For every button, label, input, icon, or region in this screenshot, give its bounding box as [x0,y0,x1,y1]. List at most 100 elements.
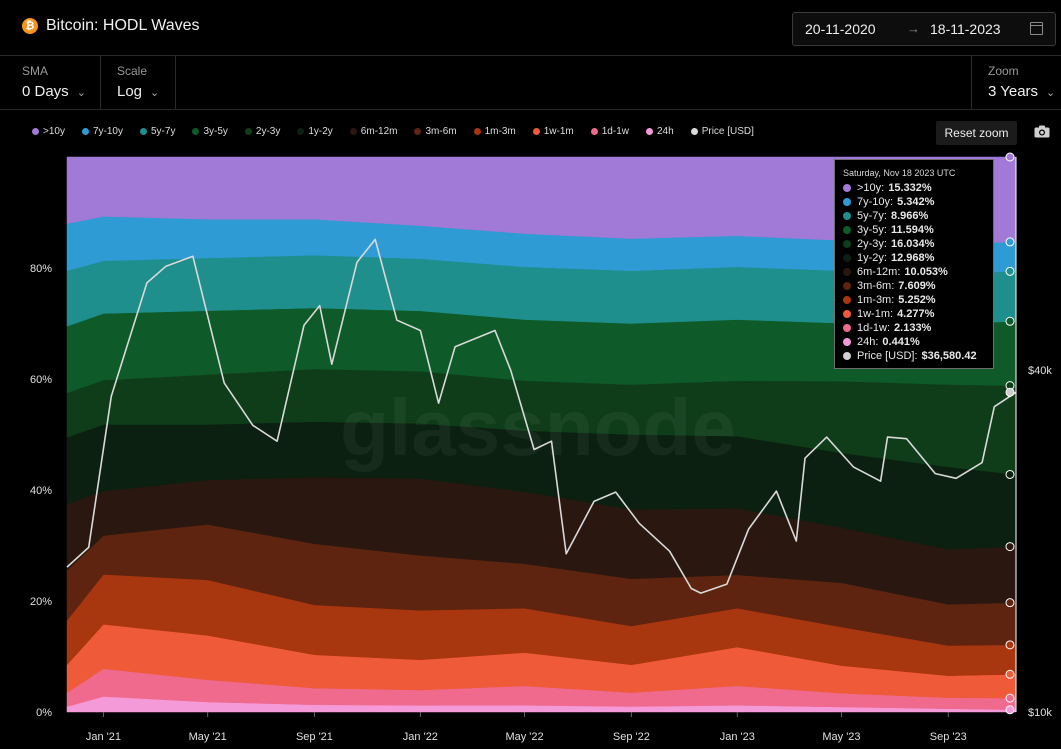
legend-dot-icon [532,128,540,135]
legend-dot-icon [690,128,698,135]
scale-label: Scale [117,64,148,78]
series-marker [1005,542,1015,552]
arrow-right-icon: → [907,21,920,36]
legend-item[interactable]: 7y-10y [81,126,123,137]
tooltip-series-name: 3m-6m: [857,280,895,292]
tooltip-series-name: 6m-12m: [857,266,901,278]
tooltip-dot-icon [843,198,851,206]
zoom-label: Zoom [988,64,1019,78]
x-tick-label: Sep '23 [930,731,967,743]
y2-tick-label: $40k [1028,365,1052,377]
tooltip-header: Saturday, Nov 18 2023 UTC [843,168,956,178]
legend-label: 1d-1w [601,126,629,137]
reset-zoom-button[interactable]: Reset zoom [936,121,1017,145]
tooltip-row: Price [USD]: $36,580.42 [843,349,993,363]
series-marker [1005,669,1015,679]
tooltip-series-value: 5.252% [898,294,936,306]
tooltip-dot-icon [843,268,851,276]
legend-label: 1m-3m [484,126,516,137]
legend-label: 24h [657,126,674,137]
x-tick-label: Jan '21 [86,731,121,743]
legend-label: 3m-6m [425,126,457,137]
date-from-field[interactable]: 20-11-2020 [805,21,876,37]
tooltip-dot-icon [843,296,851,304]
legend-item[interactable]: Price [USD] [690,126,754,137]
date-to-field[interactable]: 18-11-2023 [930,21,1001,37]
tooltip-series-value: 11.594% [890,224,934,236]
sma-select[interactable]: SMA 0 Days ⌄ [22,55,100,109]
tooltip-series-name: Price [USD]: [857,350,918,362]
y-tick-label: 80% [30,263,52,275]
divider [100,55,101,109]
legend-dot-icon [81,128,89,135]
legend-item[interactable]: 24h [646,126,674,137]
tooltip-series-name: >10y: [857,182,885,194]
bitcoin-icon: ₿ [22,18,38,34]
tooltip-dot-icon [843,310,851,318]
legend-label: 5y-7y [150,126,176,137]
y-tick-label: 40% [30,485,52,497]
legend-item[interactable]: 3m-6m [414,126,457,137]
legend-dot-icon [192,128,200,135]
tooltip-dot-icon [843,324,851,332]
zoom-value[interactable]: 3 Years ⌄ [988,83,1056,100]
legend-item[interactable]: 1w-1m [532,126,574,137]
x-tick-label: May '21 [189,731,227,743]
tooltip-row: 24h: 0.441% [843,335,993,349]
x-tick-label: May '23 [822,731,860,743]
calendar-icon[interactable] [1030,22,1043,35]
camera-icon[interactable] [1034,125,1050,138]
x-tick-label: Jan '22 [403,731,438,743]
legend-item[interactable]: 1m-3m [473,126,516,137]
legend-dot-icon [473,128,481,135]
legend-item[interactable]: 1y-2y [297,126,333,137]
tooltip-dot-icon [843,240,851,248]
series-marker [1005,693,1015,703]
legend-label: 6m-12m [360,126,398,137]
x-tick-label: Sep '22 [613,731,650,743]
tooltip-row: 5y-7y: 8.966% [843,209,993,223]
scale-select[interactable]: Scale Log ⌄ [117,55,175,109]
tooltip-dot-icon [843,254,851,262]
legend-label: 1y-2y [308,126,333,137]
tooltip-row: 1y-2y: 12.968% [843,251,993,265]
tooltip-series-value: 7.609% [898,280,936,292]
chart-tooltip: Saturday, Nov 18 2023 UTC >10y: 15.332% 7y… [834,159,994,369]
legend-item[interactable]: 1d-1w [590,126,629,137]
tooltip-dot-icon [843,226,851,234]
tooltip-series-name: 3y-5y: [857,224,887,236]
scale-value[interactable]: Log ⌄ [117,83,160,100]
legend-dot-icon [590,128,598,135]
legend-label: >10y [43,126,65,137]
sma-value[interactable]: 0 Days ⌄ [22,83,86,100]
legend-item[interactable]: 2y-3y [244,126,280,137]
legend-dot-icon [349,128,357,135]
legend-item[interactable]: 3y-5y [192,126,228,137]
series-marker [1005,237,1015,247]
series-marker [1005,640,1015,650]
date-range-picker[interactable]: 20-11-2020 → 18-11-2023 [792,12,1056,46]
tooltip-row: 6m-12m: 10.053% [843,265,993,279]
y-tick-label: 60% [30,374,52,386]
legend-item[interactable]: 5y-7y [139,126,176,137]
tooltip-series-name: 1y-2y: [857,252,887,264]
legend-item[interactable]: >10y [32,126,65,137]
sma-label: SMA [22,64,49,78]
zoom-select[interactable]: Zoom 3 Years ⌄ [988,55,1060,109]
tooltip-row: 1d-1w: 2.133% [843,321,993,335]
tooltip-row: 1w-1m: 4.277% [843,307,993,321]
legend-label: 7y-10y [92,126,123,137]
series-marker [1005,152,1015,162]
series-marker [1005,598,1015,608]
y-tick-label: 20% [30,596,52,608]
tooltip-series-value: 2.133% [894,322,932,334]
chevron-down-icon: ⌄ [76,87,86,99]
y2-tick-label: $10k [1028,707,1052,719]
legend-item[interactable]: 6m-12m [349,126,398,137]
chart-legend: >10y 7y-10y 5y-7y 3y-5y 2y-3y 1y-2y 6m-12m 3m-6… [32,126,754,137]
title-wrap: ₿ Bitcoin: HODL Waves [22,17,200,35]
chevron-down-icon: ⌄ [1046,87,1056,99]
tooltip-series-value: 12.968% [890,252,935,264]
tooltip-series-name: 1w-1m: [857,308,894,320]
